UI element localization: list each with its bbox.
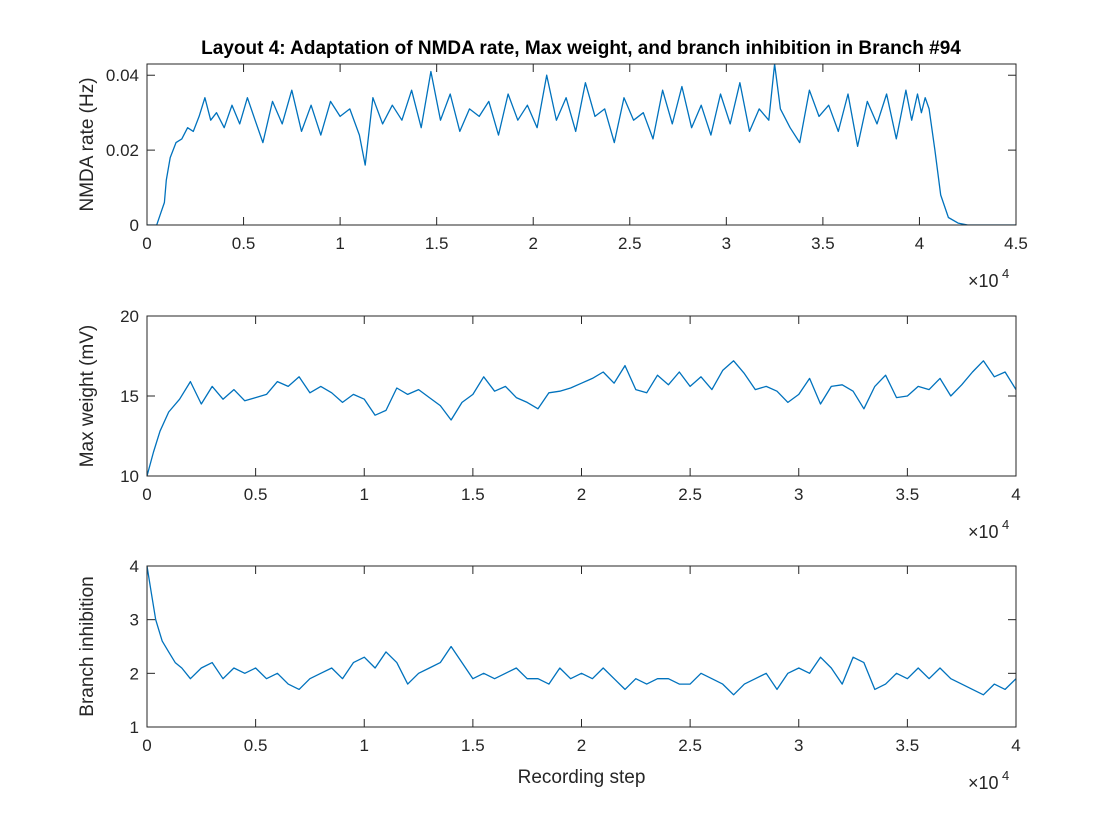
x-tick-label-inhibition: 1.5 [461, 736, 485, 755]
y-tick-label-weight: 20 [120, 307, 139, 326]
x-exponent-nmda: ×10 [968, 271, 999, 291]
x-tick-label-weight: 0.5 [244, 485, 268, 504]
x-tick-label-inhibition: 2.5 [678, 736, 702, 755]
x-tick-label-nmda: 0.5 [232, 234, 256, 253]
x-tick-label-inhibition: 1 [360, 736, 369, 755]
x-exponent-weight: ×10 [968, 522, 999, 542]
y-axis-label-inhibition: Branch inhibition [77, 576, 98, 716]
y-tick-label-inhibition: 3 [130, 611, 139, 630]
x-tick-label-nmda: 2.5 [618, 234, 642, 253]
x-exponent-inhibition: ×10 [968, 773, 999, 793]
x-exponent-power-weight: 4 [1002, 517, 1009, 532]
y-tick-label-inhibition: 4 [130, 557, 139, 576]
x-tick-label-nmda: 3.5 [811, 234, 835, 253]
axes-box-weight [146, 315, 1017, 477]
y-axis-label-weight: Max weight (mV) [77, 325, 98, 468]
x-tick-label-weight: 4 [1011, 485, 1020, 504]
axes-box-inhibition [146, 565, 1017, 728]
x-tick-label-inhibition: 4 [1011, 736, 1020, 755]
x-tick-label-nmda: 0 [142, 234, 151, 253]
figure-title: Layout 4: Adaptation of NMDA rate, Max w… [201, 38, 961, 59]
axes-box-nmda [146, 63, 1017, 226]
series-line-inhibition-0 [147, 566, 1016, 696]
x-tick-label-inhibition: 2 [577, 736, 586, 755]
x-tick-label-weight: 2 [577, 485, 586, 504]
y-tick-label-nmda: 0.04 [106, 66, 139, 85]
x-axis-label-inhibition: Recording step [518, 767, 646, 788]
x-tick-label-inhibition: 3.5 [896, 736, 920, 755]
x-tick-label-nmda: 1 [335, 234, 344, 253]
x-tick-label-nmda: 2 [528, 234, 537, 253]
x-exponent-power-inhibition: 4 [1002, 768, 1009, 783]
x-tick-label-weight: 1.5 [461, 485, 485, 504]
x-tick-label-weight: 3 [794, 485, 803, 504]
x-tick-label-nmda: 4.5 [1004, 234, 1028, 253]
x-tick-label-weight: 2.5 [678, 485, 702, 504]
y-tick-label-weight: 15 [120, 387, 139, 406]
x-exponent-power-nmda: 4 [1002, 266, 1009, 281]
series-line-weight-0 [147, 360, 1016, 476]
x-tick-label-nmda: 4 [915, 234, 924, 253]
x-tick-label-weight: 3.5 [896, 485, 920, 504]
x-tick-label-inhibition: 3 [794, 736, 803, 755]
y-tick-label-nmda: 0 [130, 216, 139, 235]
y-tick-label-weight: 10 [120, 467, 139, 486]
x-tick-label-inhibition: 0.5 [244, 736, 268, 755]
x-tick-label-nmda: 1.5 [425, 234, 449, 253]
y-tick-label-inhibition: 1 [130, 718, 139, 737]
x-tick-label-weight: 1 [360, 485, 369, 504]
x-tick-label-weight: 0 [142, 485, 151, 504]
y-axis-label-nmda: NMDA rate (Hz) [77, 77, 98, 211]
x-tick-label-nmda: 3 [722, 234, 731, 253]
y-tick-label-inhibition: 2 [130, 664, 139, 683]
y-tick-label-nmda: 0.02 [106, 141, 139, 160]
series-line-nmda-0 [147, 64, 1016, 225]
x-tick-label-inhibition: 0 [142, 736, 151, 755]
